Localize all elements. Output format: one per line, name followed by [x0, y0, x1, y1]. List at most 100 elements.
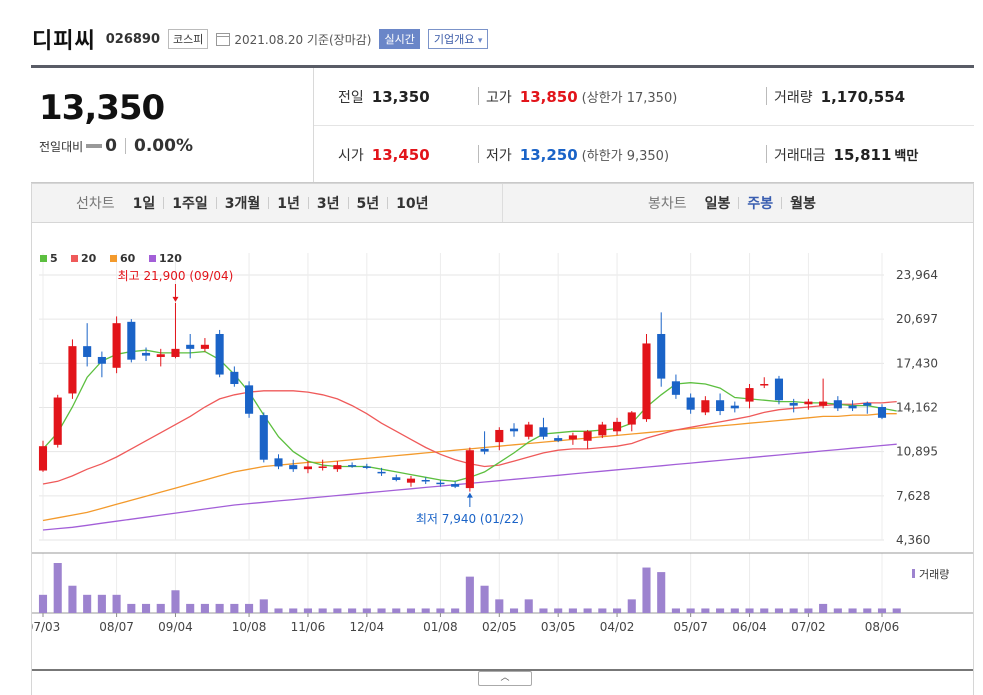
candle-body [760, 384, 769, 386]
x-tick-label: 09/04 [158, 620, 193, 634]
volume-bar [539, 608, 548, 613]
volume-bar [819, 603, 828, 613]
low-value: 13,250 [519, 145, 578, 164]
volume-bar [421, 608, 430, 613]
divider [125, 138, 127, 154]
divider [478, 145, 479, 163]
candle-body [583, 431, 592, 441]
quote-row: 시가 13,450 저가 13,250 (하한가 9,350) 거래대금 15,… [314, 125, 974, 183]
annotation-arrowhead [172, 296, 179, 302]
tab-line-0[interactable]: 1일 [132, 196, 156, 212]
volume: 거래량 1,170,554 [774, 68, 905, 125]
volume-bar [83, 594, 92, 613]
tab-candle-1[interactable]: 주봉 [747, 196, 774, 212]
legend-swatch [110, 255, 117, 262]
volume-bar [568, 608, 577, 613]
company-overview-dropdown[interactable]: 기업개요 ▾ [427, 29, 489, 49]
lower-limit: (하한가 9,350) [581, 149, 670, 164]
tab-divider [738, 197, 740, 209]
tab-line-5[interactable]: 5년 [356, 196, 380, 212]
realtime-button[interactable]: 실시간 [379, 29, 420, 49]
candle-body [554, 438, 563, 441]
candle-body [362, 466, 371, 468]
company-overview-label: 기업개요 [433, 33, 475, 46]
high-annotation: 최고 21,900 (09/04) [118, 269, 234, 283]
candle-body [598, 424, 607, 436]
tab-line-4[interactable]: 3년 [316, 196, 340, 212]
tab-divider [307, 197, 309, 209]
tab-candle-0[interactable]: 일봉 [704, 196, 731, 212]
tab-line-6[interactable]: 10년 [396, 196, 429, 212]
x-tick-label: 01/08 [423, 620, 458, 634]
volume-bar [583, 608, 592, 613]
candle-body [348, 465, 357, 467]
upper-limit: (상한가 17,350) [581, 91, 678, 106]
change-label: 전일대비 [39, 139, 84, 154]
low-price: 저가 13,250 (하한가 9,350) [486, 126, 669, 183]
y-tick-label: 23,964 [896, 268, 938, 282]
candle-body [701, 400, 710, 413]
volume-bar [274, 608, 283, 613]
volume-bar [141, 603, 151, 613]
candle-body [480, 448, 489, 452]
candle-body [303, 466, 312, 470]
tab-line-2[interactable]: 3개월 [224, 196, 261, 212]
tab-divider [781, 197, 783, 209]
collapse-button[interactable]: ︿ [478, 671, 532, 686]
volume-bar [465, 576, 474, 613]
volume-bar [716, 608, 725, 613]
volume-bar [127, 603, 136, 613]
volume-legend-swatch [912, 569, 915, 578]
candle-body [68, 346, 77, 394]
candle-body [392, 477, 401, 480]
y-tick-label: 7,628 [896, 489, 930, 503]
candle-body [186, 344, 195, 349]
tab-candle-2[interactable]: 월봉 [790, 196, 816, 212]
volume-bar [156, 603, 165, 613]
x-tick-label: 08/07 [99, 620, 134, 634]
calendar-icon [216, 32, 231, 46]
candle-body [495, 429, 504, 443]
amount-value: 15,811 [833, 145, 892, 164]
x-tick-label: 04/02 [600, 620, 635, 634]
divider [478, 87, 479, 105]
candle-body [215, 333, 224, 375]
candle-body [377, 471, 386, 474]
volume-bar [524, 599, 533, 613]
divider [766, 145, 767, 163]
candle-body [127, 321, 136, 360]
tab-divider [387, 197, 389, 209]
candle-body [274, 458, 283, 467]
volume-bar [642, 567, 651, 613]
candle-body [804, 401, 813, 405]
volume-bar [259, 599, 268, 613]
chart-tabs: 선차트 1일 1주일 3개월 1년 3년 5년 10년 봉차트 일봉 주봉 월봉 [31, 183, 974, 223]
volume-bar [362, 608, 371, 613]
high-value: 13,850 [519, 87, 578, 106]
volume-bar [686, 608, 695, 613]
chevron-up-icon: ︿ [500, 673, 510, 683]
candle-body [421, 479, 430, 482]
candle-body [141, 352, 151, 356]
chart-area: 23,964 20,697 17,430 14,162 10,895 7,628 4,360… [26, 223, 974, 695]
x-tick-label: 02/05 [482, 620, 517, 634]
volume-bar [509, 608, 519, 613]
volume-bar [657, 572, 666, 613]
x-tick-label: 07/03 [32, 620, 60, 634]
candle-body [774, 378, 784, 401]
x-tick-label: 12/04 [350, 620, 385, 634]
y-tick-label: 10,895 [896, 445, 938, 459]
line-chart-tabs: 선차트 1일 1주일 3개월 1년 3년 5년 10년 [76, 184, 437, 222]
tab-line-1[interactable]: 1주일 [172, 196, 208, 212]
volume-bar [848, 608, 857, 613]
volume-bar [53, 563, 62, 613]
quote-row: 전일 13,350 고가 13,850 (상한가 17,350) 거래량 1,1… [314, 68, 974, 125]
tab-line-3[interactable]: 1년 [277, 196, 300, 212]
volume-bar [627, 599, 636, 613]
candle-chart-label: 봉차트 [648, 196, 687, 212]
tab-divider [347, 197, 349, 209]
volume-value: 1,170,554 [820, 87, 906, 106]
open-price: 시가 13,450 [338, 126, 430, 183]
candle-body [112, 323, 121, 368]
volume-bar [730, 608, 739, 613]
